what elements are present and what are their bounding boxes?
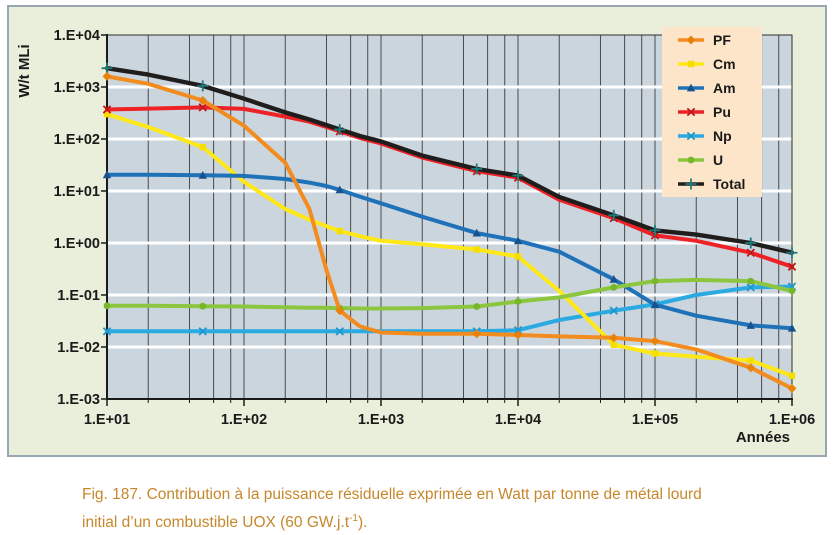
legend-swatch-Am bbox=[678, 83, 704, 92]
legend-label: Total bbox=[713, 176, 746, 192]
legend-label: U bbox=[713, 152, 724, 168]
series-Total bbox=[101, 62, 798, 259]
y-tick-label: 1.E+00 bbox=[54, 236, 100, 252]
x-tick-label: 1.E+06 bbox=[769, 412, 815, 428]
y-tick-label: 1.E+03 bbox=[54, 80, 100, 96]
figure-panel: 1.E+04 1.E+03 1.E+02 1.E+01 1.E+00 1.E-01 1.E-… bbox=[7, 5, 827, 457]
y-tick-label: 1.E+02 bbox=[54, 132, 100, 148]
legend-label: Np bbox=[713, 128, 732, 144]
legend-item-Am: Am bbox=[677, 76, 762, 100]
caption-line-2: initial d’un combustible UOX (60 GW.j.t-… bbox=[82, 513, 368, 532]
legend-item-Np: Np bbox=[677, 124, 762, 148]
legend-swatch-Pu bbox=[678, 107, 704, 117]
x-axis-title: Années bbox=[736, 429, 790, 446]
x-tick-label: 1.E+05 bbox=[632, 412, 678, 428]
legend-item-Pu: Pu bbox=[677, 100, 762, 124]
horizontal-gridlines bbox=[107, 85, 792, 349]
legend-swatch-Total bbox=[678, 178, 704, 190]
axis-labels: 1.E+04 1.E+03 1.E+02 1.E+01 1.E+00 1.E-01 1.E-… bbox=[16, 28, 815, 446]
y-tick-label: 1.E-03 bbox=[57, 392, 100, 408]
legend-swatch-Np bbox=[678, 131, 704, 141]
y-tick-label: 1.E-01 bbox=[57, 288, 100, 304]
chart-legend: PF Cm Am Pu Np U Total bbox=[662, 27, 762, 197]
figure-caption: Fig. 187. Contribution à la puissance ré… bbox=[82, 483, 702, 535]
legend-label: Cm bbox=[713, 56, 736, 72]
x-tick-label: 1.E+02 bbox=[221, 412, 267, 428]
x-tick-label: 1.E+01 bbox=[84, 412, 130, 428]
y-tick-label: 1.E-02 bbox=[57, 340, 100, 356]
y-tick-label: 1.E+04 bbox=[54, 28, 100, 44]
y-tick-label: 1.E+01 bbox=[54, 184, 100, 200]
y-axis-title: W/t MLi bbox=[16, 44, 33, 97]
x-tick-label: 1.E+03 bbox=[358, 412, 404, 428]
legend-label: Am bbox=[713, 80, 736, 96]
legend-item-U: U bbox=[677, 148, 762, 172]
series-Cm bbox=[103, 110, 796, 379]
legend-swatch-PF bbox=[678, 35, 704, 45]
x-tick-label: 1.E+04 bbox=[495, 412, 541, 428]
legend-item-Cm: Cm bbox=[677, 52, 762, 76]
legend-item-PF: PF bbox=[677, 28, 762, 52]
legend-item-Total: Total bbox=[677, 172, 762, 196]
legend-swatch-Cm bbox=[678, 60, 704, 68]
series-Am bbox=[102, 170, 797, 332]
legend-swatch-U bbox=[678, 156, 704, 164]
legend-label: PF bbox=[713, 32, 731, 48]
legend-label: Pu bbox=[713, 104, 731, 120]
series-PF bbox=[102, 71, 797, 393]
caption-line-1: Fig. 187. Contribution à la puissance ré… bbox=[82, 486, 702, 503]
